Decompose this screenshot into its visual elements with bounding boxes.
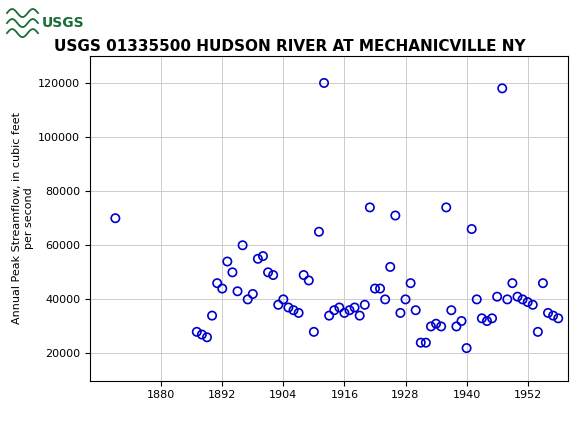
Text: USGS: USGS (42, 16, 85, 30)
Point (492, 293, 502, 300)
Point (483, 318, 492, 325)
Point (324, 312, 334, 319)
Point (370, 285, 379, 292)
Point (274, 301, 283, 308)
Point (472, 296, 481, 303)
Point (553, 315, 563, 322)
Point (253, 255, 263, 262)
Point (487, 315, 496, 322)
Point (294, 310, 303, 316)
Point (386, 264, 395, 270)
Point (212, 280, 222, 286)
Point (243, 296, 252, 303)
Point (309, 329, 318, 335)
Point (467, 226, 476, 233)
Point (233, 288, 242, 295)
Point (289, 307, 298, 313)
Point (248, 291, 258, 298)
Point (218, 285, 227, 292)
Point (391, 212, 400, 219)
Text: USGS 01335500 HUDSON RIVER AT MECHANICVILLE NY: USGS 01335500 HUDSON RIVER AT MECHANICVI… (54, 39, 526, 54)
Point (279, 296, 288, 303)
Point (432, 320, 441, 327)
Point (380, 296, 390, 303)
Point (416, 339, 425, 346)
Point (498, 85, 507, 92)
Point (340, 310, 349, 316)
Point (208, 312, 217, 319)
Point (345, 307, 354, 313)
Point (437, 323, 446, 330)
Point (263, 269, 273, 276)
Point (192, 329, 201, 335)
Point (320, 80, 329, 86)
Point (538, 280, 548, 286)
Point (503, 296, 512, 303)
Point (447, 307, 456, 313)
Point (421, 339, 430, 346)
Point (223, 258, 232, 265)
Point (335, 304, 344, 311)
Point (477, 315, 487, 322)
Point (365, 204, 375, 211)
Y-axis label: Annual Peak Streamflow, in cubic feet
per second: Annual Peak Streamflow, in cubic feet pe… (12, 112, 34, 324)
Point (549, 312, 558, 319)
Point (441, 204, 451, 211)
Point (508, 280, 517, 286)
Point (406, 280, 415, 286)
Point (533, 329, 542, 335)
Point (314, 228, 324, 235)
Point (411, 307, 420, 313)
Point (513, 293, 522, 300)
Point (269, 272, 278, 279)
Point (528, 301, 538, 308)
Point (197, 331, 206, 338)
Point (462, 345, 471, 352)
Point (452, 323, 461, 330)
Point (457, 318, 466, 325)
Point (304, 277, 313, 284)
Point (401, 296, 410, 303)
Point (360, 301, 369, 308)
Point (350, 304, 359, 311)
Point (396, 310, 405, 316)
Point (329, 307, 339, 313)
Point (518, 296, 527, 303)
Point (375, 285, 385, 292)
Point (284, 304, 293, 311)
Point (426, 323, 436, 330)
Point (543, 310, 553, 316)
Point (202, 334, 212, 341)
Bar (4, 4, 76, 41)
Point (523, 299, 532, 306)
Point (258, 253, 267, 260)
Point (355, 312, 364, 319)
Point (228, 269, 237, 276)
Point (299, 272, 309, 279)
Point (111, 215, 120, 222)
Point (238, 242, 247, 249)
